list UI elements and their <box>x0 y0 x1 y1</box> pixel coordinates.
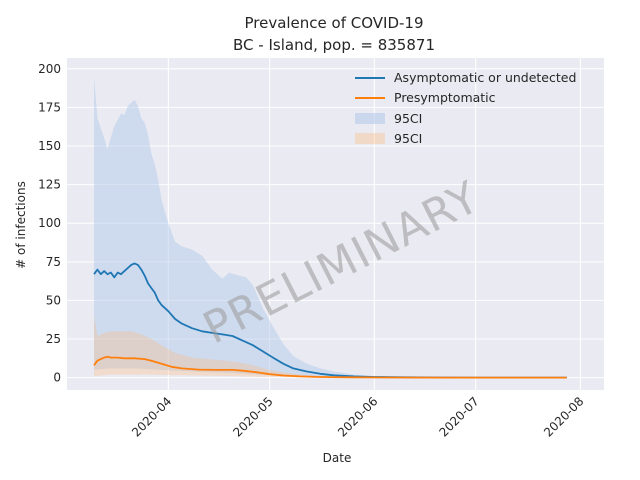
y-tick-label: 75 <box>46 255 61 269</box>
confidence-bands <box>94 76 567 378</box>
y-tick-label: 25 <box>46 332 61 346</box>
x-tick-label: 2020-07 <box>436 394 481 439</box>
y-tick-label: 175 <box>38 100 61 114</box>
legend-label-presymptomatic: Presymptomatic <box>394 90 496 105</box>
y-tick-label: 0 <box>53 371 61 385</box>
y-tick-label: 150 <box>38 139 61 153</box>
x-tick-label: 2020-05 <box>230 394 275 439</box>
legend-label-asymptomatic: Asymptomatic or undetected <box>394 70 576 85</box>
y-tick-label: 125 <box>38 178 61 192</box>
plot-area <box>67 58 604 390</box>
y-tick-label: 100 <box>38 216 61 230</box>
legend-label-ci-presymptomatic: 95CI <box>394 131 422 146</box>
x-axis-ticks: 2020-04 2020-05 2020-06 2020-07 2020-08 <box>129 394 586 439</box>
ci-band-presymptomatic <box>94 315 567 378</box>
grid <box>67 58 604 390</box>
series-line-presymptomatic <box>93 355 567 379</box>
chart-title: Prevalence of COVID-19 <box>244 14 423 32</box>
series-line-asymptomatic <box>93 262 567 379</box>
x-tick-label: 2020-08 <box>541 394 586 439</box>
legend: Asymptomatic or undetected Presymptomati… <box>355 70 576 146</box>
x-tick-label: 2020-06 <box>335 394 380 439</box>
legend-swatch-ci-presymptomatic <box>355 133 385 144</box>
chart-subtitle: BC - Island, pop. = 835871 <box>233 36 435 54</box>
x-axis-label: Date <box>323 451 352 465</box>
y-tick-label: 200 <box>38 62 61 76</box>
x-tick-label: 2020-04 <box>129 394 174 439</box>
legend-label-ci-asymptomatic: 95CI <box>394 111 422 126</box>
series-lines <box>93 262 567 379</box>
y-tick-label: 50 <box>46 293 61 307</box>
y-axis-ticks: 0 25 50 75 100 125 150 175 200 <box>38 62 61 385</box>
ci-band-asymptomatic <box>94 76 567 378</box>
y-axis-label: # of infections <box>14 181 28 269</box>
legend-swatch-ci-asymptomatic <box>355 113 385 124</box>
